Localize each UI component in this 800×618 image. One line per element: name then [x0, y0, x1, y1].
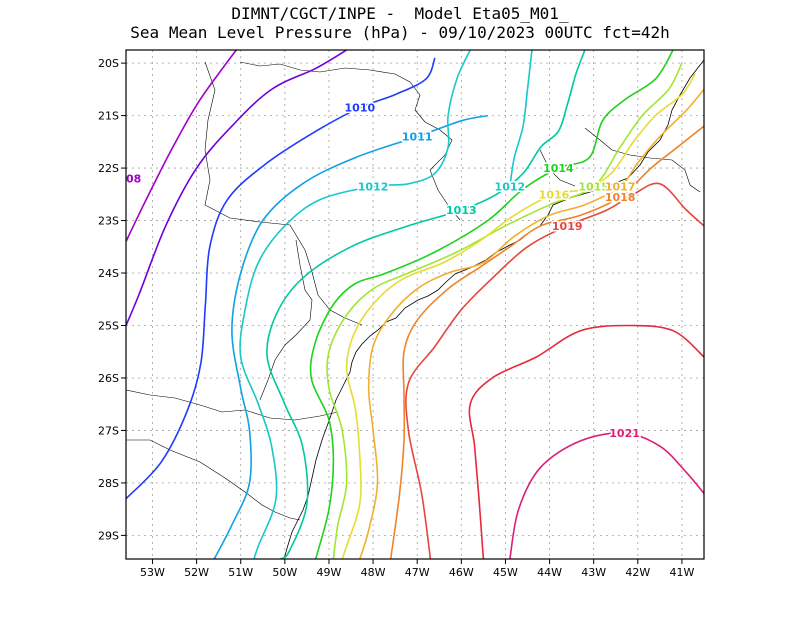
isobar-label-1012: 1012: [495, 180, 526, 193]
gridlines: [126, 50, 704, 559]
isobar-label-1018: 1018: [605, 191, 636, 204]
x-tick-label: 43W: [581, 566, 606, 579]
isobar-label-1013: 1013: [446, 204, 477, 217]
isobar-1012: [239, 50, 471, 559]
x-tick-label: 44W: [537, 566, 562, 579]
x-tick-label: 50W: [272, 566, 297, 579]
y-tick-label: 23S: [98, 215, 119, 228]
x-tick-label: 51W: [228, 566, 253, 579]
isobar-1020: [468, 324, 704, 559]
isobar-label-1016: 1016: [539, 188, 570, 201]
y-tick-label: 25S: [98, 319, 119, 332]
isobar-1015: [326, 62, 683, 559]
isobar-1014: [309, 50, 674, 559]
y-tick-label: 20S: [98, 57, 119, 70]
isobar-label-1008: 1008: [111, 173, 142, 186]
title-line-1: DIMNT/CGCT/INPE - Model Eta05_M01_: [231, 4, 569, 23]
state-border: [126, 439, 301, 521]
isobar-1009: [126, 50, 348, 326]
isobar-1016: [341, 73, 696, 559]
state-border: [204, 61, 216, 151]
state-border: [584, 127, 701, 193]
state-border: [126, 389, 339, 421]
y-tick-label: 24S: [98, 267, 119, 280]
isobar-1011: [213, 114, 488, 559]
isobar-contours: [126, 50, 704, 559]
isobar-label-1021: 1021: [609, 427, 640, 440]
plot-frame: [125, 49, 705, 560]
state-border: [539, 149, 576, 187]
y-tick-label: 21S: [98, 110, 119, 123]
isobar-label-1011: 1011: [402, 131, 433, 144]
y-tick-label: 29S: [98, 529, 119, 542]
y-tick-label: 28S: [98, 477, 119, 490]
axis-ticks: 53W 52W 51W 50W 49W 48W 47W 46W 45W 44W 43W 42W 41W 2…: [98, 57, 694, 579]
y-tick-label: 27S: [98, 424, 119, 437]
isobar-1010: [126, 57, 436, 500]
coastline: [283, 59, 704, 559]
x-tick-label: 47W: [405, 566, 430, 579]
isobar-1017: [359, 88, 704, 559]
x-tick-label: 46W: [449, 566, 474, 579]
isobar-1018: [389, 125, 704, 559]
isobar-label-1015: 1015: [578, 180, 609, 193]
x-tick-label: 52W: [184, 566, 209, 579]
map-title: DIMNT/CGCT/INPE - Model Eta05_M01_ Sea M…: [0, 4, 800, 42]
x-tick-label: 48W: [361, 566, 386, 579]
isobar-label-1014: 1014: [543, 162, 574, 175]
y-tick-label: 22S: [98, 162, 119, 175]
isobar-1012: [509, 50, 533, 187]
state-border: [204, 149, 363, 326]
x-tick-label: 45W: [493, 566, 518, 579]
x-tick-label: 42W: [625, 566, 650, 579]
x-tick-label: 41W: [670, 566, 695, 579]
x-tick-label: 53W: [140, 566, 165, 579]
isobar-1008: [126, 50, 237, 242]
country-border: [259, 239, 313, 401]
isobar-label-1012: 1012: [358, 180, 389, 193]
isobar-1021: [509, 432, 704, 559]
state-border: [239, 61, 461, 221]
isobar-label-1017: 1017: [605, 180, 636, 193]
y-tick-label: 26S: [98, 372, 119, 385]
isobar-label-1019: 1019: [552, 220, 583, 233]
isobar-label-1010: 1010: [345, 102, 376, 115]
x-tick-label: 49W: [317, 566, 342, 579]
isobar-1013: [266, 50, 586, 559]
isobar-1019: [405, 182, 704, 559]
title-line-2: Sea Mean Level Pressure (hPa) - 09/10/20…: [130, 23, 670, 42]
isobar-labels: 1008 1010 1011 1012 1012 1013 1014 1015 1016 1017…: [111, 100, 641, 441]
